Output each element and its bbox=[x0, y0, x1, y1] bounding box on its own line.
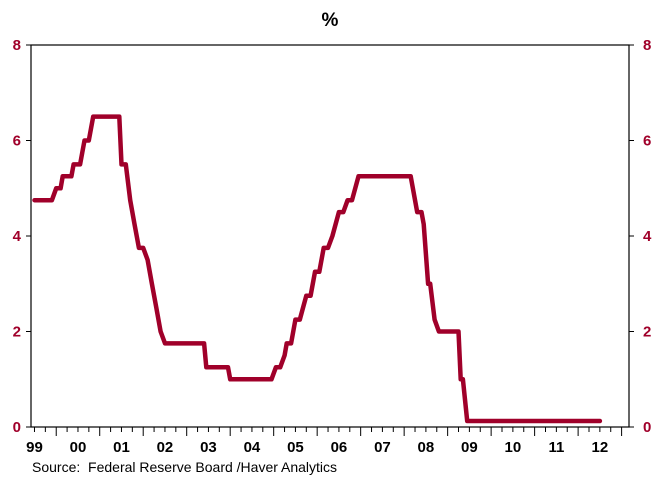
x-tick-label: 00 bbox=[70, 439, 87, 456]
source-note: Source: Federal Reserve Board /Haver Ana… bbox=[32, 459, 338, 475]
y-tick-label-right: 8 bbox=[643, 37, 651, 54]
x-tick-label: 04 bbox=[244, 439, 261, 456]
x-tick-label: 07 bbox=[374, 439, 391, 456]
x-tick-label: 01 bbox=[113, 439, 130, 456]
x-tick-label: 03 bbox=[200, 439, 217, 456]
x-tick-label: 02 bbox=[157, 439, 174, 456]
unit-label: % bbox=[322, 10, 339, 31]
series-layer bbox=[32, 114, 603, 424]
y-tick-label-left: 6 bbox=[13, 133, 21, 150]
y-tick-label-right: 6 bbox=[643, 133, 651, 150]
x-tick-label: 12 bbox=[592, 439, 609, 456]
x-tick-label: 06 bbox=[331, 439, 348, 456]
y-tick-label-right: 4 bbox=[643, 228, 652, 245]
y-axis-right: 0 2 4 6 8 bbox=[629, 37, 652, 436]
x-tick-label: 10 bbox=[505, 439, 522, 456]
fed-funds-rate-line bbox=[32, 114, 603, 424]
y-tick-label-left: 2 bbox=[13, 324, 21, 341]
y-tick-label-left: 8 bbox=[13, 37, 21, 54]
y-tick-label-left: 4 bbox=[13, 228, 22, 245]
y-tick-label-right: 0 bbox=[643, 419, 651, 436]
x-tick-label: 09 bbox=[461, 439, 478, 456]
x-tick-label: 11 bbox=[548, 439, 564, 456]
y-tick-label-left: 0 bbox=[13, 419, 21, 436]
x-tick-label: 08 bbox=[418, 439, 435, 456]
x-tick-label: 05 bbox=[287, 439, 304, 456]
y-tick-label-right: 2 bbox=[643, 324, 651, 341]
y-axis-left: 0 2 4 6 8 bbox=[13, 37, 31, 436]
plot-frame bbox=[30, 44, 630, 428]
x-tick-label: 99 bbox=[26, 439, 43, 456]
x-axis: 99 00 01 02 03 04 05 06 07 08 09 10 11 12 bbox=[26, 427, 623, 456]
